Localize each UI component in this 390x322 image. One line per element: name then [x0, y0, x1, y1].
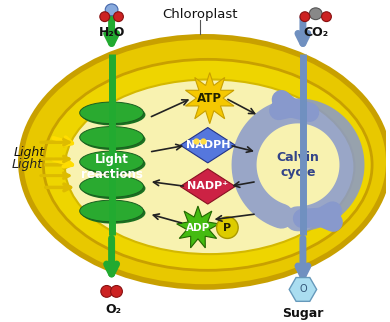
Text: P: P	[223, 223, 231, 232]
Ellipse shape	[111, 286, 122, 297]
Ellipse shape	[101, 286, 113, 297]
Ellipse shape	[261, 128, 335, 202]
Polygon shape	[186, 72, 234, 124]
Ellipse shape	[113, 12, 123, 22]
Ellipse shape	[82, 178, 145, 199]
Text: CO₂: CO₂	[303, 25, 328, 39]
Ellipse shape	[322, 12, 332, 22]
Ellipse shape	[82, 104, 145, 126]
Text: O₂: O₂	[106, 303, 122, 316]
Text: Chloroplast: Chloroplast	[162, 8, 238, 21]
Ellipse shape	[43, 59, 372, 270]
Polygon shape	[180, 128, 235, 163]
Polygon shape	[180, 169, 235, 204]
Text: ADP: ADP	[186, 223, 210, 232]
Text: Sugar: Sugar	[282, 307, 324, 320]
Polygon shape	[177, 206, 219, 248]
Text: Light: Light	[12, 158, 43, 171]
Ellipse shape	[100, 12, 110, 22]
Text: Light
reactions: Light reactions	[81, 153, 142, 181]
Ellipse shape	[309, 8, 322, 20]
Polygon shape	[289, 278, 317, 301]
Ellipse shape	[65, 80, 355, 254]
Ellipse shape	[80, 102, 144, 124]
Text: O: O	[299, 284, 307, 294]
Ellipse shape	[105, 4, 118, 16]
Ellipse shape	[300, 12, 310, 22]
Text: Light: Light	[14, 146, 44, 158]
Ellipse shape	[80, 127, 144, 148]
Ellipse shape	[80, 200, 144, 222]
Text: ATP: ATP	[197, 92, 222, 105]
Text: NADP⁺: NADP⁺	[187, 181, 228, 191]
Ellipse shape	[82, 128, 145, 150]
Text: H₂O: H₂O	[98, 25, 125, 39]
Ellipse shape	[82, 153, 145, 175]
Ellipse shape	[216, 217, 238, 238]
Ellipse shape	[82, 202, 145, 224]
Ellipse shape	[80, 175, 144, 197]
Ellipse shape	[21, 37, 389, 287]
Text: NADPH: NADPH	[186, 140, 230, 150]
Text: Calvin
cycle: Calvin cycle	[277, 151, 319, 179]
Ellipse shape	[80, 151, 144, 173]
